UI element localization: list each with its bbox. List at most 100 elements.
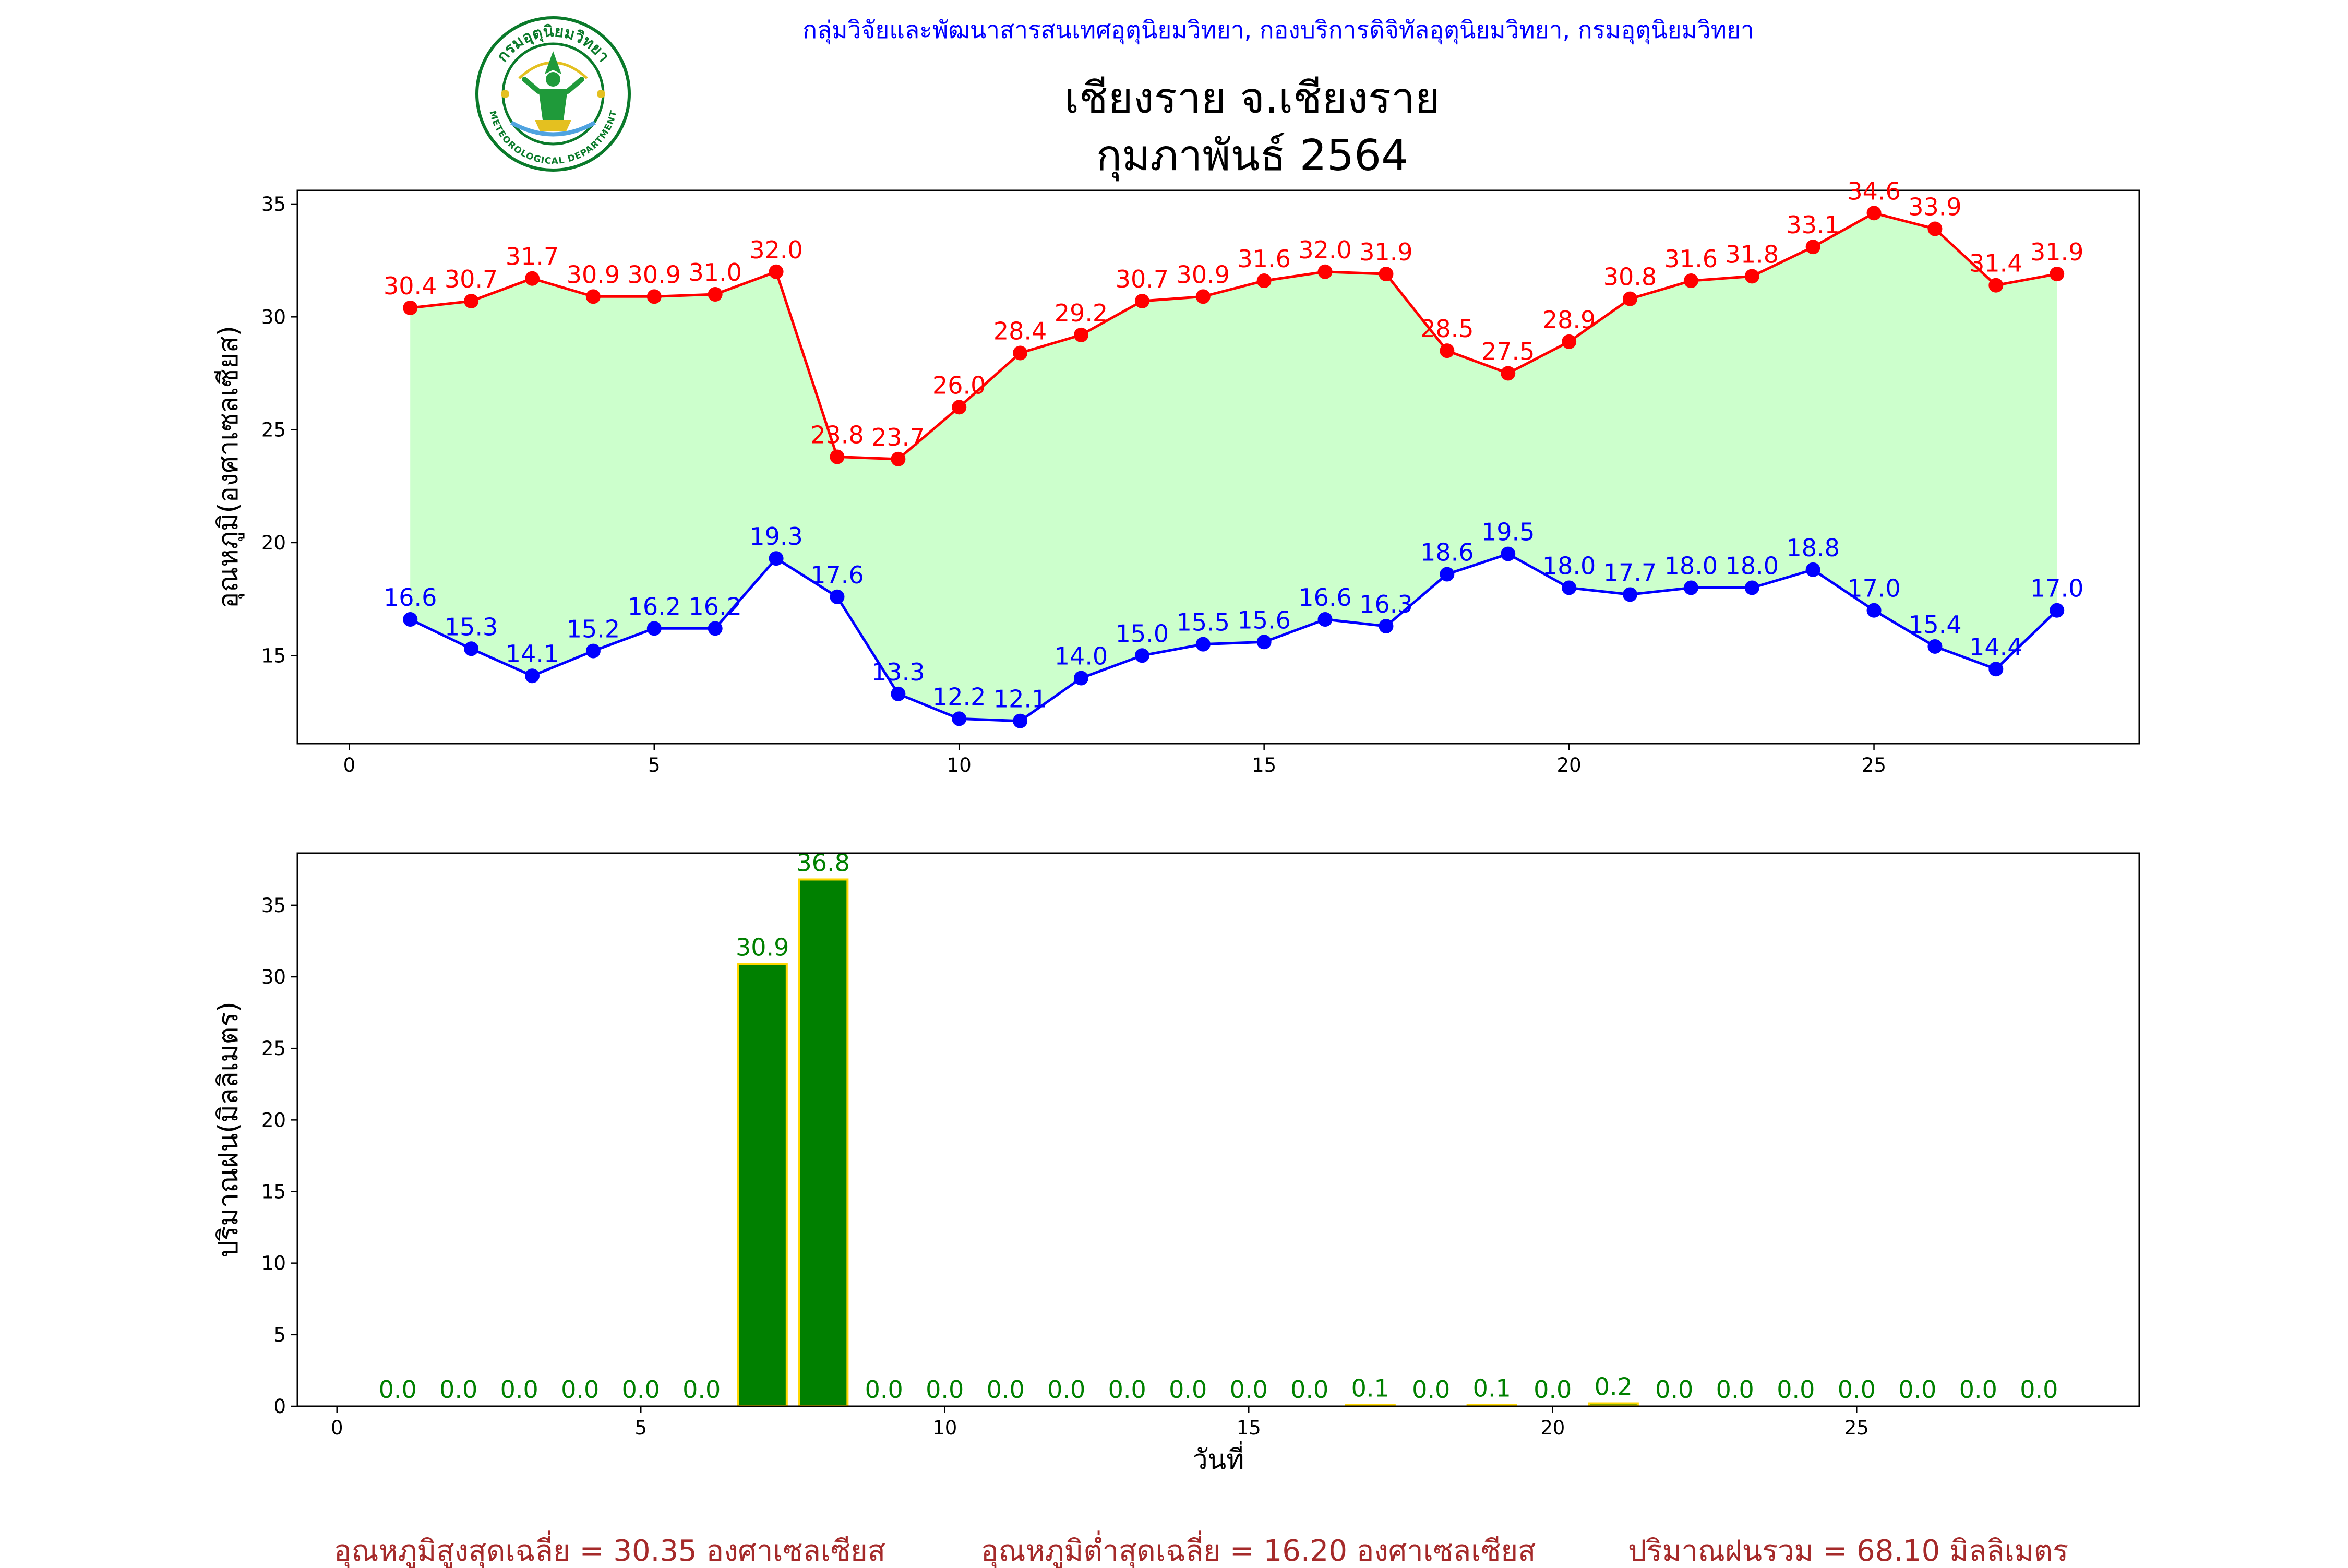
rainfall-label: 0.1 [1473, 1374, 1511, 1402]
min-temperature-point [1805, 562, 1820, 577]
min-temperature-label: 18.0 [1542, 552, 1596, 580]
min-temperature-label: 17.0 [1847, 574, 1900, 603]
max-temperature-point [1622, 291, 1637, 306]
max-temperature-label: 30.7 [445, 265, 498, 293]
min-temperature-point [1074, 671, 1089, 686]
rainfall-label: 0.0 [1716, 1375, 1754, 1404]
rainfall-y-tick-label: 20 [261, 1109, 286, 1131]
temperature-y-tick-label: 15 [261, 644, 286, 667]
max-temperature-point [1562, 334, 1577, 349]
max-temperature-point [830, 449, 845, 464]
max-temperature-label: 32.0 [1298, 236, 1351, 264]
rainfall-label: 0.0 [1898, 1375, 1936, 1404]
rainfall-label: 0.0 [1230, 1375, 1268, 1404]
min-temperature-point [769, 551, 784, 566]
min-temperature-label: 14.4 [1969, 633, 2022, 661]
min-temperature-label: 15.3 [445, 613, 498, 641]
min-temperature-label: 16.2 [628, 592, 681, 620]
rainfall-label: 0.0 [622, 1375, 660, 1404]
min-temperature-label: 14.1 [506, 640, 559, 668]
max-temperature-point [1440, 343, 1455, 358]
min-temperature-point [1744, 580, 1759, 595]
max-temperature-point [1866, 206, 1882, 221]
min-temperature-label: 19.3 [749, 522, 802, 550]
min-temperature-point [891, 686, 906, 701]
max-temperature-point [646, 289, 662, 304]
min-temperature-point [1379, 619, 1394, 634]
rainfall-label: 0.0 [926, 1375, 964, 1404]
temperature-plot-frame [296, 189, 2140, 745]
max-temperature-point [464, 294, 479, 308]
rainfall-label: 0.0 [987, 1375, 1025, 1404]
rainfall-label: 0.0 [561, 1375, 599, 1404]
min-temperature-point [1866, 603, 1882, 618]
average-min-temperature: อุณหภูมิต่ำสุดเฉลี่ย = 16.20 องศาเซลเซีย… [981, 1534, 1536, 1568]
min-temperature-label: 15.0 [1116, 619, 1169, 648]
rainfall-label: 0.0 [1290, 1375, 1328, 1404]
max-temperature-point [769, 264, 784, 279]
min-temperature-line [410, 552, 2058, 723]
month-title: กุมภาพันธ์ 2564 [1096, 131, 1409, 181]
rainfall-x-tick-label: 0 [331, 1417, 343, 1439]
min-temperature-label: 15.2 [567, 615, 620, 643]
average-max-temperature: อุณหภูมิสูงสุดเฉลี่ย = 30.35 องศาเซลเซีย… [334, 1534, 886, 1568]
min-temperature-label: 17.7 [1603, 558, 1657, 586]
min-temperature-label: 15.4 [1908, 611, 1961, 639]
max-temperature-label: 31.9 [1359, 238, 1412, 266]
max-temperature-label: 30.9 [628, 260, 681, 289]
rainfall-x-tick-label: 15 [1237, 1417, 1261, 1439]
min-temperature-label: 12.2 [932, 683, 986, 711]
min-temperature-point [585, 643, 601, 659]
rainfall-label: 0.0 [439, 1375, 477, 1404]
min-temperature-point [1195, 637, 1211, 652]
rainfall-y-tick-label: 30 [261, 966, 286, 988]
rainfall-y-tick-label: 5 [273, 1324, 286, 1346]
min-temperature-point [464, 641, 479, 656]
rainfall-label: 0.0 [1047, 1375, 1085, 1404]
temperature-range-fill [410, 213, 2057, 721]
min-temperature-point [1562, 580, 1577, 595]
min-temperature-label: 14.0 [1055, 642, 1108, 671]
rainfall-plot-frame [296, 852, 2140, 1407]
min-temperature-point [1622, 587, 1637, 602]
temperature-y-tick-label: 35 [261, 193, 286, 216]
min-temperature-label: 18.0 [1664, 552, 1718, 580]
max-temperature-label: 28.4 [993, 317, 1047, 345]
temperature-x-tick-label: 10 [947, 754, 972, 776]
temperature-x-tick-label: 5 [648, 754, 661, 776]
rainfall-label: 0.0 [1777, 1375, 1815, 1404]
max-temperature-label: 30.9 [1177, 260, 1230, 289]
max-temperature-point [525, 271, 540, 286]
rainfall-bar [737, 963, 788, 1408]
min-temperature-point [1501, 546, 1516, 561]
min-temperature-label: 15.5 [1177, 608, 1230, 637]
min-temperature-label: 17.0 [2030, 574, 2083, 603]
max-temperature-label: 33.1 [1786, 211, 1839, 239]
rainfall-y-tick-label: 0 [273, 1395, 286, 1418]
max-temperature-label: 34.6 [1847, 177, 1900, 205]
max-temperature-label: 30.8 [1603, 263, 1657, 291]
rainfall-x-tick-label: 20 [1540, 1417, 1565, 1439]
min-temperature-label: 15.6 [1237, 606, 1290, 634]
max-temperature-point [2050, 267, 2065, 282]
max-temperature-label: 31.8 [1726, 240, 1779, 268]
rainfall-y-tick-label: 10 [261, 1252, 286, 1275]
max-temperature-point [1013, 345, 1028, 361]
min-temperature-label: 12.1 [993, 685, 1047, 713]
rainfall-y-axis-label: ปริมาณฝน(มิลลิเมตร) [213, 1001, 244, 1258]
min-temperature-label: 13.3 [871, 658, 925, 686]
rainfall-label: 0.1 [1351, 1374, 1389, 1402]
max-temperature-label: 31.6 [1237, 245, 1290, 273]
temperature-y-tick-label: 25 [261, 419, 286, 441]
rainfall-x-tick-label: 10 [932, 1417, 957, 1439]
max-temperature-point [1195, 289, 1211, 304]
min-temperature-label: 17.6 [810, 561, 864, 589]
rainfall-y-tick-label: 35 [261, 894, 286, 917]
min-temperature-point [830, 589, 845, 604]
min-temperature-point [1256, 635, 1272, 650]
temperature-y-axis-label: อุณหภูมิ(องศาเซลเซียส) [213, 326, 245, 608]
max-temperature-label: 33.9 [1908, 193, 1961, 221]
min-temperature-label: 16.3 [1359, 590, 1412, 618]
max-temperature-point [1683, 273, 1698, 289]
